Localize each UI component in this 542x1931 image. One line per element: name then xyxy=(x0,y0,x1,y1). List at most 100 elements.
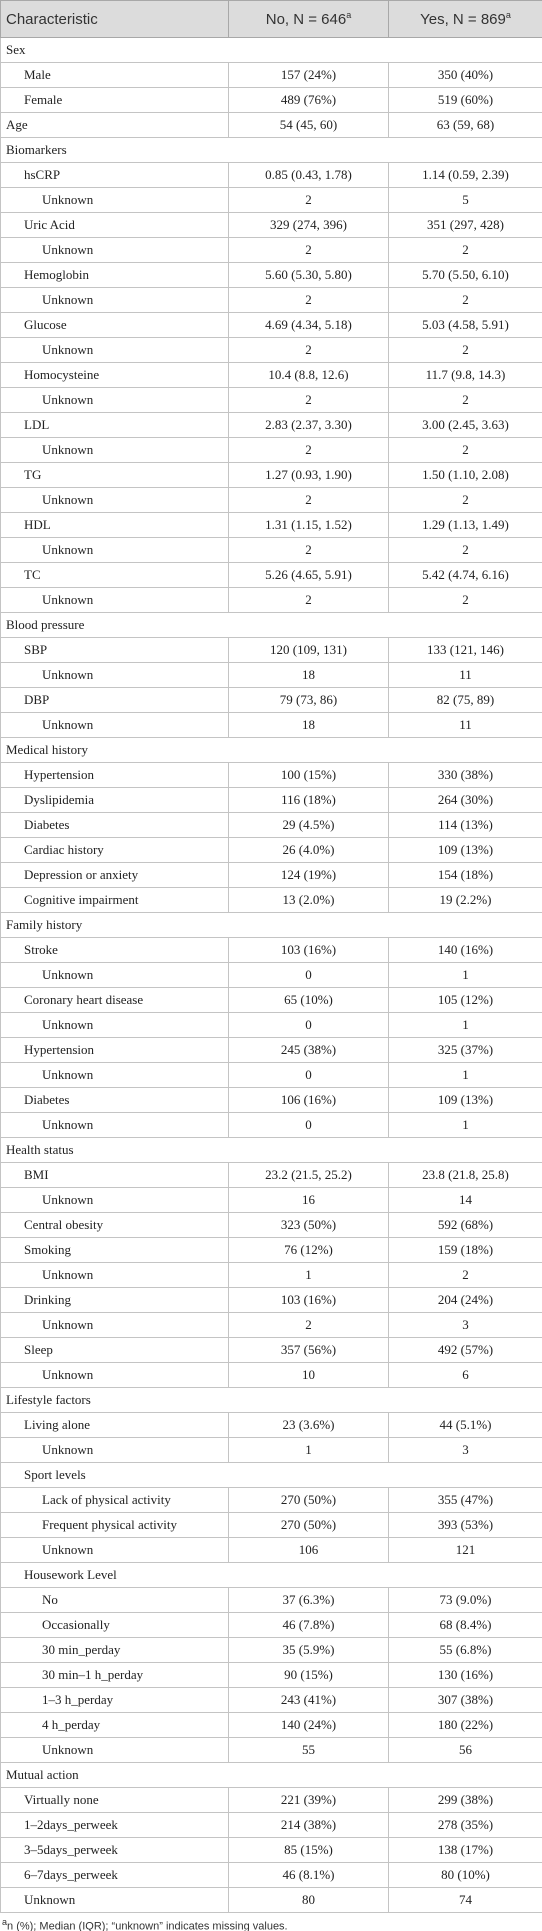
label-cell: Diabetes xyxy=(0,1087,229,1113)
label-cell: 3–5days_perweek xyxy=(0,1837,229,1863)
label-cell: Cognitive impairment xyxy=(0,887,229,913)
yes-cell: 278 (35%) xyxy=(388,1812,542,1838)
data-row: Hypertension 245 (38%) 325 (37%) xyxy=(0,1037,542,1063)
label-cell: Unknown xyxy=(0,387,229,413)
label-cell: 30 min_perday xyxy=(0,1637,229,1663)
data-row: Coronary heart disease 65 (10%) 105 (12%) xyxy=(0,987,542,1013)
data-row: Unknown 2 2 xyxy=(0,337,542,363)
yes-cell: 121 xyxy=(388,1537,542,1563)
data-row: Cognitive impairment 13 (2.0%) 19 (2.2%) xyxy=(0,887,542,913)
no-cell: 2 xyxy=(228,487,389,513)
data-row: Unknown 2 5 xyxy=(0,187,542,213)
data-row: Unknown 80 74 xyxy=(0,1887,542,1913)
yes-cell: 3 xyxy=(388,1312,542,1338)
label-cell: Frequent physical activity xyxy=(0,1512,229,1538)
yes-cell: 130 (16%) xyxy=(388,1662,542,1688)
data-row: Unknown 2 2 xyxy=(0,237,542,263)
no-cell: 0 xyxy=(228,1062,389,1088)
no-cell: 2 xyxy=(228,287,389,313)
label-cell: Unknown xyxy=(0,487,229,513)
label-cell: TC xyxy=(0,562,229,588)
label-cell: No xyxy=(0,1587,229,1613)
yes-cell: 2 xyxy=(388,537,542,563)
no-cell: 4.69 (4.34, 5.18) xyxy=(228,312,389,338)
data-row: Diabetes 106 (16%) 109 (13%) xyxy=(0,1087,542,1113)
yes-cell: 133 (121, 146) xyxy=(388,637,542,663)
no-cell: 90 (15%) xyxy=(228,1662,389,1688)
group-label: Biomarkers xyxy=(0,137,542,163)
no-cell: 2.83 (2.37, 3.30) xyxy=(228,412,389,438)
data-row: Sleep 357 (56%) 492 (57%) xyxy=(0,1337,542,1363)
data-row: 4 h_perday 140 (24%) 180 (22%) xyxy=(0,1712,542,1738)
no-cell: 106 xyxy=(228,1537,389,1563)
label-cell: Glucose xyxy=(0,312,229,338)
yes-cell: 204 (24%) xyxy=(388,1287,542,1313)
data-row: Unknown 16 14 xyxy=(0,1187,542,1213)
group-label: Family history xyxy=(0,912,542,938)
yes-cell: 55 (6.8%) xyxy=(388,1637,542,1663)
no-cell: 1.27 (0.93, 1.90) xyxy=(228,462,389,488)
yes-cell: 2 xyxy=(388,387,542,413)
yes-cell: 393 (53%) xyxy=(388,1512,542,1538)
label-cell: Unknown xyxy=(0,587,229,613)
data-row: HDL 1.31 (1.15, 1.52) 1.29 (1.13, 1.49) xyxy=(0,512,542,538)
yes-cell: 19 (2.2%) xyxy=(388,887,542,913)
no-cell: 0.85 (0.43, 1.78) xyxy=(228,162,389,188)
yes-cell: 5 xyxy=(388,187,542,213)
no-cell: 2 xyxy=(228,587,389,613)
footnote-text: n (%); Median (IQR); “unknown” indicates… xyxy=(7,1920,288,1931)
yes-cell: 44 (5.1%) xyxy=(388,1412,542,1438)
footnote: an (%); Median (IQR); “unknown” indicate… xyxy=(0,1913,542,1931)
data-row: LDL 2.83 (2.37, 3.30) 3.00 (2.45, 3.63) xyxy=(0,412,542,438)
section-row: Age 54 (45, 60) 63 (59, 68) xyxy=(0,112,542,138)
section-row: Biomarkers xyxy=(0,137,542,163)
yes-cell: 1 xyxy=(388,1112,542,1138)
yes-cell: 264 (30%) xyxy=(388,787,542,813)
label-cell: Unknown xyxy=(0,337,229,363)
no-cell: 23.2 (21.5, 25.2) xyxy=(228,1162,389,1188)
label-cell: Unknown xyxy=(0,1737,229,1763)
data-row: Female 489 (76%) 519 (60%) xyxy=(0,87,542,113)
yes-cell: 105 (12%) xyxy=(388,987,542,1013)
data-row: Unknown 106 121 xyxy=(0,1537,542,1563)
yes-cell: 11.7 (9.8, 14.3) xyxy=(388,362,542,388)
group-label: Mutual action xyxy=(0,1762,542,1788)
yes-cell: 68 (8.4%) xyxy=(388,1612,542,1638)
no-cell: 65 (10%) xyxy=(228,987,389,1013)
group-label: Housework Level xyxy=(0,1562,542,1588)
data-row: Male 157 (24%) 350 (40%) xyxy=(0,62,542,88)
header-sup: a xyxy=(346,10,352,20)
group-label: Blood pressure xyxy=(0,612,542,638)
data-row: Smoking 76 (12%) 159 (18%) xyxy=(0,1237,542,1263)
section-row: Sex xyxy=(0,37,542,63)
data-row: Housework Level xyxy=(0,1562,542,1588)
data-row: Virtually none 221 (39%) 299 (38%) xyxy=(0,1787,542,1813)
yes-cell: 355 (47%) xyxy=(388,1487,542,1513)
no-cell: 103 (16%) xyxy=(228,1287,389,1313)
data-row: 1–3 h_perday 243 (41%) 307 (38%) xyxy=(0,1687,542,1713)
yes-cell: 180 (22%) xyxy=(388,1712,542,1738)
yes-cell: 1.29 (1.13, 1.49) xyxy=(388,512,542,538)
no-cell: 1.31 (1.15, 1.52) xyxy=(228,512,389,538)
group-label: Health status xyxy=(0,1137,542,1163)
label-cell: Unknown xyxy=(0,1187,229,1213)
no-cell: 120 (109, 131) xyxy=(228,637,389,663)
data-row: Cardiac history 26 (4.0%) 109 (13%) xyxy=(0,837,542,863)
yes-cell: 330 (38%) xyxy=(388,762,542,788)
yes-cell: 1.50 (1.10, 2.08) xyxy=(388,462,542,488)
yes-cell: 1 xyxy=(388,1012,542,1038)
no-cell: 329 (274, 396) xyxy=(228,212,389,238)
no-cell: 46 (8.1%) xyxy=(228,1862,389,1888)
label-cell: Unknown xyxy=(0,187,229,213)
label-cell: Stroke xyxy=(0,937,229,963)
no-cell: 79 (73, 86) xyxy=(228,687,389,713)
data-row: Unknown 2 2 xyxy=(0,537,542,563)
yes-cell: 109 (13%) xyxy=(388,1087,542,1113)
yes-cell: 80 (10%) xyxy=(388,1862,542,1888)
data-row: 30 min–1 h_perday 90 (15%) 130 (16%) xyxy=(0,1662,542,1688)
no-cell: 243 (41%) xyxy=(228,1687,389,1713)
yes-cell: 2 xyxy=(388,437,542,463)
label-cell: Unknown xyxy=(0,1887,229,1913)
yes-cell: 140 (16%) xyxy=(388,937,542,963)
